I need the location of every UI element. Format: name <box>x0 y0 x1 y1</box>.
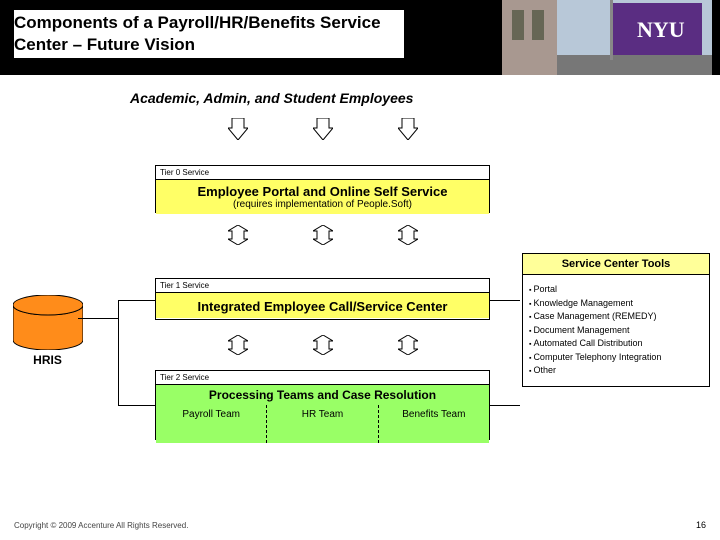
connector-line <box>490 300 520 301</box>
slide-title: Components of a Payroll/HR/Benefits Serv… <box>14 10 404 58</box>
tier2-title: Processing Teams and Case Resolution <box>156 385 489 405</box>
tier0-title: Employee Portal and Online Self Service <box>160 184 485 199</box>
bidir-arrow-icon <box>398 335 418 355</box>
cylinder-icon <box>13 295 83 350</box>
bidir-arrow-icon <box>228 335 248 355</box>
connector-line <box>490 405 520 406</box>
tool-item: Knowledge Management <box>529 297 703 311</box>
connector-line <box>118 405 155 406</box>
header-photo: NYU <box>502 0 712 75</box>
bidir-arrow-icon <box>313 225 333 245</box>
tool-item: Other <box>529 364 703 378</box>
team-benefits: Benefits Team <box>379 405 489 443</box>
tool-item: Computer Telephony Integration <box>529 351 703 365</box>
tier2-box: Tier 2 Service Processing Teams and Case… <box>155 370 490 440</box>
team-payroll: Payroll Team <box>156 405 266 443</box>
tier0-sub: (requires implementation of People.Soft) <box>160 199 485 210</box>
hris-cylinder: HRIS <box>5 295 90 367</box>
subheading: Academic, Admin, and Student Employees <box>130 90 413 106</box>
tier0-box: Tier 0 Service Employee Portal and Onlin… <box>155 165 490 213</box>
arrows-mid1 <box>195 225 450 245</box>
page-number: 16 <box>696 520 706 530</box>
tier1-label: Tier 1 Service <box>156 279 489 293</box>
tier0-label: Tier 0 Service <box>156 166 489 180</box>
hris-label: HRIS <box>5 353 90 367</box>
copyright: Copyright © 2009 Accenture All Rights Re… <box>14 521 188 530</box>
bidir-arrow-icon <box>313 335 333 355</box>
tier1-title: Integrated Employee Call/Service Center <box>156 293 489 318</box>
bidir-arrow-icon <box>228 225 248 245</box>
down-arrow-icon <box>398 118 418 140</box>
tier1-box: Tier 1 Service Integrated Employee Call/… <box>155 278 490 320</box>
tool-item: Automated Call Distribution <box>529 337 703 351</box>
arrows-mid2 <box>195 335 450 355</box>
tool-item: Case Management (REMEDY) <box>529 310 703 324</box>
svg-text:NYU: NYU <box>637 17 685 42</box>
connector-line <box>118 300 119 405</box>
connector-line <box>78 318 118 319</box>
tools-box: Service Center Tools Portal Knowledge Ma… <box>522 253 710 387</box>
team-hr: HR Team <box>267 405 377 443</box>
tool-item: Portal <box>529 283 703 297</box>
tool-item: Document Management <box>529 324 703 338</box>
header-bar: Components of a Payroll/HR/Benefits Serv… <box>0 0 720 75</box>
down-arrow-icon <box>313 118 333 140</box>
arrows-top <box>195 118 450 140</box>
bidir-arrow-icon <box>398 225 418 245</box>
tools-list: Portal Knowledge Management Case Managem… <box>523 275 709 386</box>
down-arrow-icon <box>228 118 248 140</box>
tier2-label: Tier 2 Service <box>156 371 489 385</box>
connector-line <box>118 300 155 301</box>
tools-heading: Service Center Tools <box>523 254 709 275</box>
